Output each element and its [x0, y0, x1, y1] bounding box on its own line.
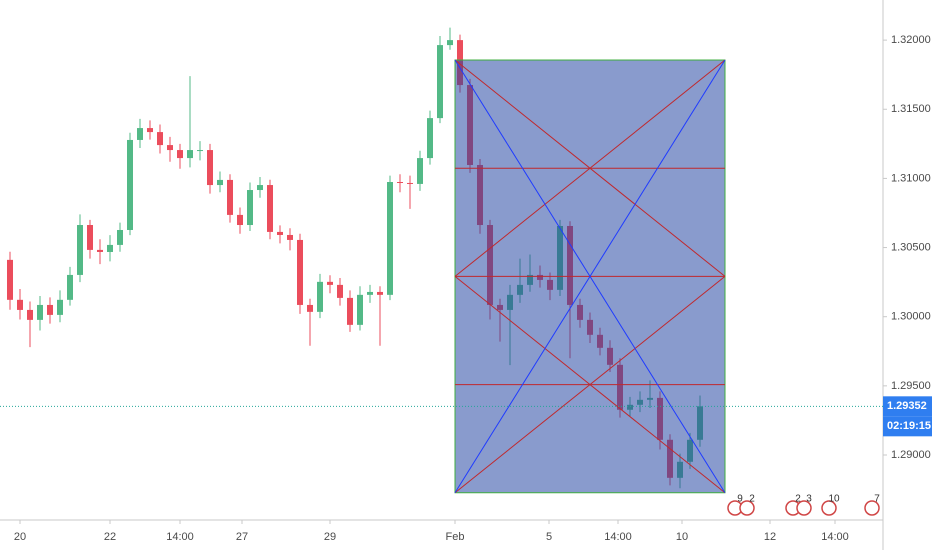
candle-body	[297, 239, 303, 305]
y-tick-label: 1.30500	[891, 241, 931, 253]
candle-body	[217, 179, 223, 186]
candle-body	[157, 132, 163, 146]
x-tick-label: 27	[236, 531, 248, 543]
event-label: 7	[874, 494, 880, 505]
x-tick-label: 29	[324, 531, 336, 543]
y-tick-label: 1.31500	[891, 103, 931, 115]
candle-body	[207, 150, 213, 186]
candle-body	[257, 185, 263, 191]
candle-body	[87, 225, 93, 250]
candle-body	[237, 214, 243, 226]
candle-body	[277, 231, 283, 235]
candle-body	[317, 281, 323, 312]
candle-body	[427, 118, 433, 159]
candle-body	[287, 234, 293, 240]
candle-body	[167, 145, 173, 151]
x-tick-label: 14:00	[166, 531, 194, 543]
gann-fan	[454, 275, 726, 494]
candle-body	[107, 244, 113, 252]
last-price-box	[883, 396, 932, 417]
candle-body	[397, 182, 403, 183]
candle-body	[177, 150, 183, 159]
candle-body	[187, 150, 193, 159]
x-tick-label: 14:00	[604, 531, 632, 543]
candle-body	[137, 128, 143, 140]
event-label: 3	[806, 494, 812, 505]
last-price-label: 1.29352	[887, 400, 927, 412]
event-label: 2	[795, 494, 801, 505]
gann-box	[454, 59, 726, 494]
candle-body	[127, 139, 133, 230]
candle-body	[67, 274, 73, 300]
candle-body	[97, 249, 103, 252]
countdown-label: 02:19:15	[887, 420, 931, 432]
candle-body	[57, 299, 63, 315]
countdown-box	[883, 416, 932, 437]
event-label: 10	[828, 494, 840, 505]
candle-body	[197, 150, 203, 152]
event-icon	[739, 500, 755, 516]
candle-body	[337, 284, 343, 298]
candle-body	[247, 190, 253, 226]
y-tick-label: 1.30000	[891, 311, 931, 323]
x-tick-label: Feb	[446, 531, 465, 543]
candle-body	[77, 225, 83, 275]
x-tick-label: 20	[14, 531, 26, 543]
candle-body	[377, 291, 383, 295]
y-tick-label: 1.32000	[891, 34, 931, 46]
candle-body	[27, 309, 33, 320]
x-tick-label: 14:00	[821, 531, 849, 543]
x-tick-label: 5	[546, 531, 552, 543]
candle-body	[387, 182, 393, 295]
candle-body	[347, 297, 353, 325]
candle-body	[227, 179, 233, 215]
candle-body	[357, 294, 363, 325]
candle-body	[267, 185, 273, 232]
candle-body	[17, 299, 23, 310]
candle-body	[37, 304, 43, 320]
event-icon	[864, 500, 880, 516]
candle-body	[417, 158, 423, 184]
y-tick-label: 1.29500	[891, 380, 931, 392]
y-tick-label: 1.31000	[891, 172, 931, 184]
candle-body	[47, 304, 53, 315]
event-label: 2	[749, 494, 755, 505]
x-tick-label: 10	[676, 531, 688, 543]
candle-body	[447, 40, 453, 46]
candle-body	[367, 291, 373, 295]
y-tick-label: 1.29000	[891, 449, 931, 461]
candle-body	[407, 182, 413, 184]
candle-body	[437, 45, 443, 119]
x-tick-label: 22	[104, 531, 116, 543]
candle-body	[327, 281, 333, 285]
gann-fan	[454, 59, 726, 277]
candle-body	[7, 259, 13, 300]
x-tick-label: 12	[764, 531, 776, 543]
gann-diagonal	[454, 59, 726, 494]
candle-body	[307, 304, 313, 312]
event-label: 9	[737, 494, 743, 505]
candle-body	[147, 128, 153, 133]
candle-body	[117, 229, 123, 245]
event-icon	[796, 500, 812, 516]
event-icon	[821, 500, 837, 516]
